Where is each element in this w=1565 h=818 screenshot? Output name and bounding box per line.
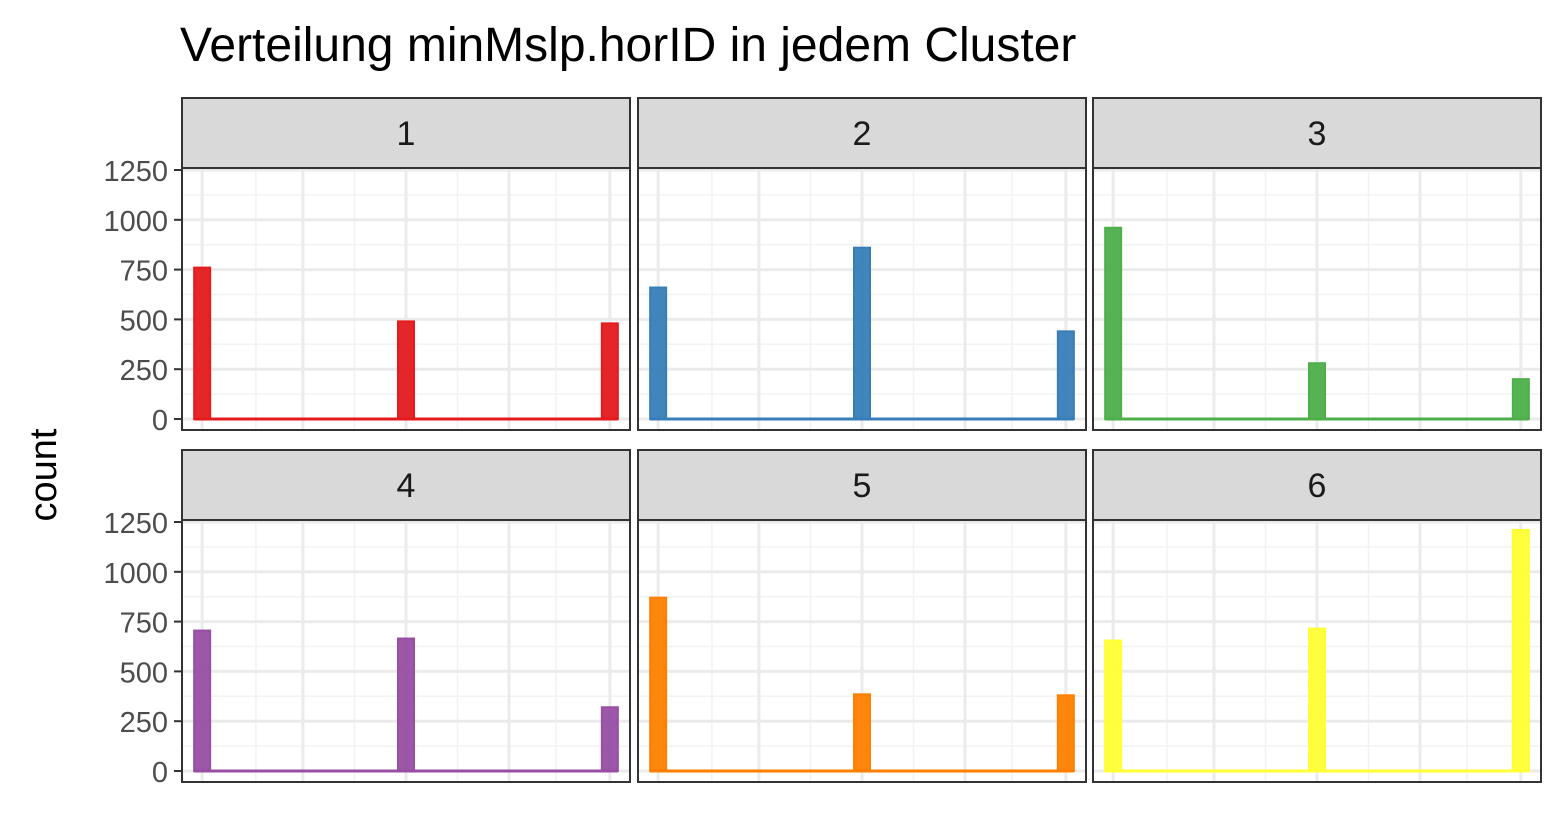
bar (1308, 627, 1326, 773)
bar (1511, 528, 1530, 773)
facet-strip-label: 5 (853, 467, 872, 505)
bar (853, 246, 871, 420)
facet-panel: 5 (637, 449, 1087, 783)
bar (649, 286, 668, 421)
panel-border (1092, 167, 1542, 431)
y-tick-label: 250 (120, 355, 168, 387)
facet-strip-label: 3 (1308, 115, 1327, 153)
facet-panel: 2 (637, 97, 1087, 431)
panel-border (181, 167, 631, 431)
bar (1056, 694, 1075, 773)
facet-strip (1092, 449, 1542, 521)
bar (853, 693, 871, 772)
bar (600, 322, 619, 420)
y-axis-label: count (23, 428, 65, 521)
facet-strip-label: 1 (397, 115, 416, 153)
facet-panel: 6 (1092, 449, 1542, 783)
panel-border (1092, 519, 1542, 783)
y-tick-label: 250 (120, 707, 168, 739)
facet-panel: 1 0 250 500 750 1000 1250 (103, 97, 631, 437)
facet-strip (637, 97, 1087, 169)
facet-strip-label: 6 (1308, 467, 1327, 505)
panel-border (637, 167, 1087, 431)
bar (193, 629, 212, 773)
bar (1308, 362, 1326, 420)
y-tick-label: 1000 (103, 558, 168, 590)
facet-strip-label: 4 (397, 467, 416, 505)
bar (1104, 226, 1123, 420)
y-tick-label: 750 (120, 256, 168, 288)
y-tick-label: 500 (120, 657, 168, 689)
panel-border (181, 519, 631, 783)
facet-panel: 4 0 250 500 750 1000 1250 (103, 449, 631, 789)
bar (193, 266, 212, 420)
y-tick-label: 0 (152, 405, 168, 437)
y-tick-label: 1250 (103, 508, 168, 540)
bar (649, 596, 668, 772)
facet-strip-label: 2 (853, 115, 872, 153)
bar (600, 706, 619, 772)
y-tick-label: 750 (120, 608, 168, 640)
facet-panel: 3 (1092, 97, 1542, 431)
facet-strip (181, 97, 631, 169)
bar (1104, 639, 1123, 772)
y-tick-label: 1000 (103, 206, 168, 238)
y-tick-label: 500 (120, 305, 168, 337)
y-tick-label: 0 (152, 757, 168, 789)
bar (1056, 330, 1075, 420)
chart-title: Verteilung minMslp.horID in jedem Cluste… (180, 19, 1077, 72)
panel-border (637, 519, 1087, 783)
y-tick-label: 1250 (103, 156, 168, 188)
bar (397, 320, 415, 420)
bar (397, 637, 415, 772)
bar (1511, 378, 1530, 421)
